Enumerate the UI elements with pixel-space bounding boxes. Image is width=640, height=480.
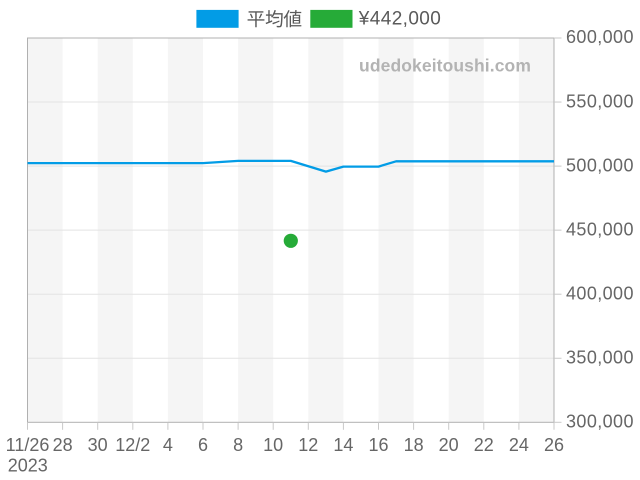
svg-text:22: 22 xyxy=(474,435,494,455)
svg-text:300,000: 300,000 xyxy=(566,412,634,432)
svg-text:350,000: 350,000 xyxy=(566,347,634,367)
svg-text:28: 28 xyxy=(53,435,73,455)
svg-text:18: 18 xyxy=(404,435,424,455)
svg-text:20: 20 xyxy=(439,435,459,455)
svg-text:30: 30 xyxy=(88,435,108,455)
svg-text:16: 16 xyxy=(368,435,388,455)
svg-text:udedokeitoushi.com: udedokeitoushi.com xyxy=(359,55,531,75)
svg-text:500,000: 500,000 xyxy=(566,155,634,175)
svg-text:450,000: 450,000 xyxy=(566,219,634,239)
svg-text:600,000: 600,000 xyxy=(566,27,634,47)
svg-text:2023: 2023 xyxy=(8,456,48,476)
svg-text:12/2: 12/2 xyxy=(115,435,150,455)
svg-text:550,000: 550,000 xyxy=(566,91,634,111)
svg-text:26: 26 xyxy=(544,435,564,455)
svg-text:12: 12 xyxy=(298,435,318,455)
svg-text:4: 4 xyxy=(163,435,173,455)
svg-text:10: 10 xyxy=(263,435,283,455)
svg-text:14: 14 xyxy=(333,435,353,455)
svg-text:6: 6 xyxy=(198,435,208,455)
svg-text:8: 8 xyxy=(233,435,243,455)
svg-text:¥442,000: ¥442,000 xyxy=(358,8,441,29)
svg-text:24: 24 xyxy=(509,435,529,455)
svg-text:11/26: 11/26 xyxy=(6,435,50,455)
svg-text:400,000: 400,000 xyxy=(566,283,634,303)
